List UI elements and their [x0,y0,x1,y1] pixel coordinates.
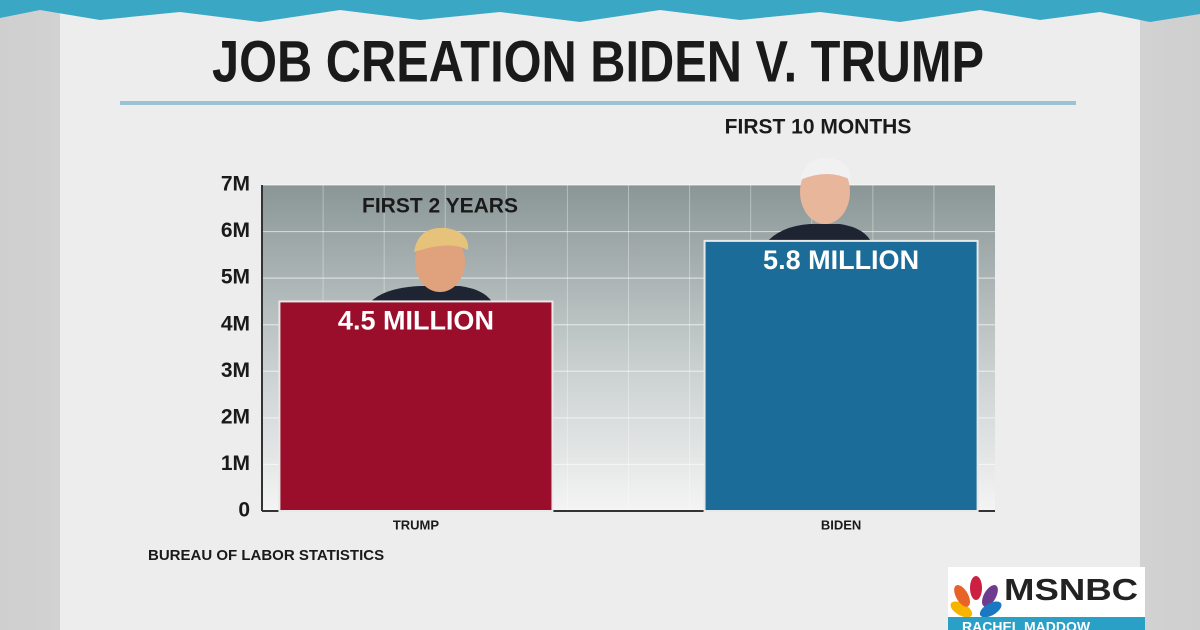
y-tick-label: 7M [221,173,250,196]
y-tick-label: 1M [221,452,250,475]
show-name: RACHEL MADDOW [962,619,1091,630]
y-tick-label: 6M [221,219,250,242]
source: BUREAU OF LABOR STATISTICS [148,547,384,564]
network-name: MSNBC [1004,572,1138,607]
peacock [950,576,1002,618]
show-strip [948,617,1145,630]
biden-portrait [765,157,872,244]
y-tick-label: 0 [238,499,250,522]
title-rule [120,101,1076,105]
y-tick-label: 2M [221,405,250,428]
x-tick-label: TRUMP [393,517,440,532]
torn-strip [0,0,1200,22]
chart-title: JOB CREATION BIDEN V. TRUMP [212,29,984,94]
x-tick-label: BIDEN [821,517,861,532]
bar [703,239,979,512]
value-label: 5.8 MILLION [763,245,919,275]
annotation: FIRST 2 YEARS [362,195,518,218]
network-logo: MSNBC RACHEL MADDOW [948,567,1145,630]
value-label: 4.5 MILLION [338,306,494,336]
y-tick-label: 3M [221,359,250,382]
y-tick-label: 5M [221,266,250,289]
annotation: FIRST 10 MONTHS [725,116,912,139]
bar [278,300,554,512]
y-tick-label: 4M [221,312,250,335]
